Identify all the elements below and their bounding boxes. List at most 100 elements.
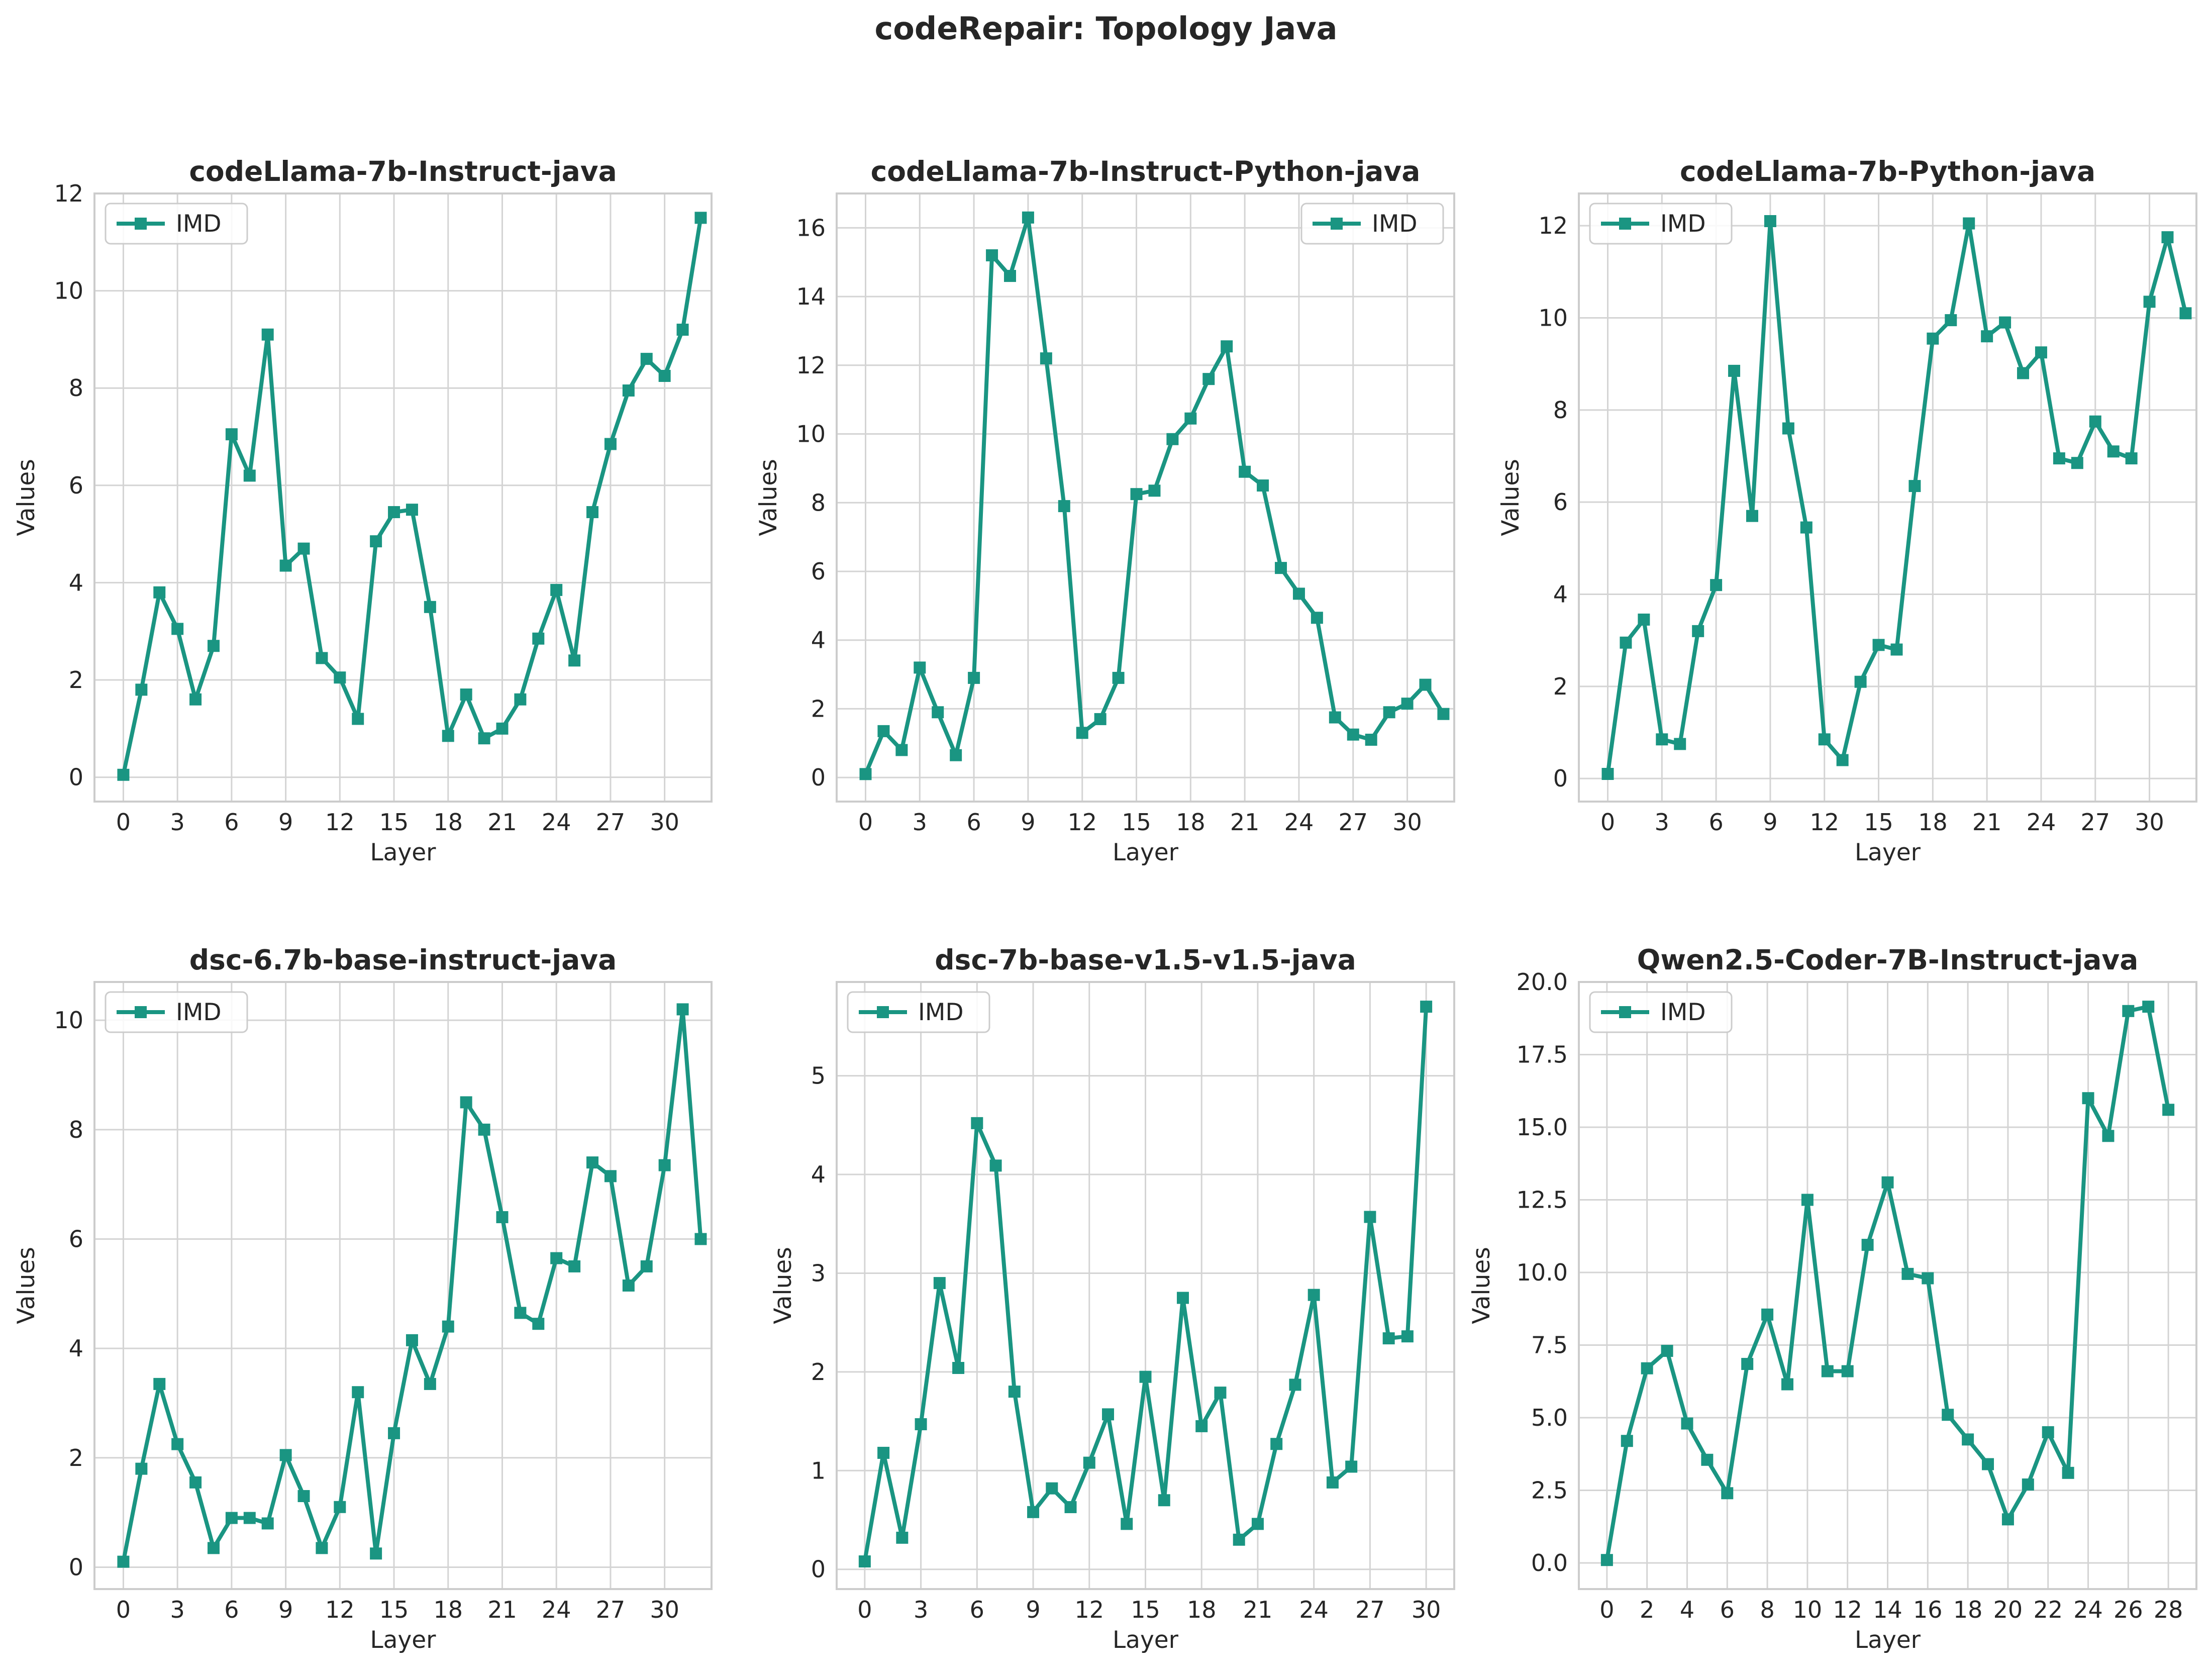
x-tick-label: 15 xyxy=(1131,1596,1160,1623)
x-tick-label: 18 xyxy=(1187,1596,1217,1623)
x-tick-label: 9 xyxy=(1021,809,1035,836)
x-tick-label: 9 xyxy=(278,809,293,836)
x-tick-label: 3 xyxy=(1655,809,1669,836)
data-point xyxy=(1083,1456,1095,1469)
x-tick-label: 22 xyxy=(2033,1596,2063,1623)
data-point xyxy=(1148,484,1161,497)
legend-label: IMD xyxy=(1660,210,1706,238)
data-point xyxy=(859,768,872,780)
data-point xyxy=(1945,314,1957,327)
data-point xyxy=(2089,415,2101,428)
data-point xyxy=(2035,346,2047,359)
axes-frame xyxy=(836,192,1455,803)
data-point xyxy=(532,632,545,645)
data-point xyxy=(1761,1308,1774,1321)
data-point xyxy=(1962,1433,1974,1446)
data-point xyxy=(586,506,599,519)
x-tick-label: 0 xyxy=(857,1596,872,1623)
x-tick-label: 24 xyxy=(2027,809,2056,836)
x-tick-label: 18 xyxy=(1953,1596,1983,1623)
data-point xyxy=(989,1159,1002,1172)
y-tick-label: 7.5 xyxy=(1531,1331,1568,1358)
data-point xyxy=(334,1501,346,1513)
data-point xyxy=(1233,1533,1245,1546)
data-point xyxy=(1158,1494,1170,1507)
data-point xyxy=(1836,754,1849,766)
data-point xyxy=(2071,457,2083,469)
data-point xyxy=(1239,465,1251,478)
data-point xyxy=(622,1279,635,1292)
data-point xyxy=(895,744,908,756)
x-tick-label: 12 xyxy=(325,1596,355,1623)
x-axis-label: Layer xyxy=(370,839,436,866)
data-point xyxy=(568,654,581,667)
data-point xyxy=(1999,316,2012,329)
x-tick-label: 28 xyxy=(2154,1596,2183,1623)
y-tick-label: 4 xyxy=(811,627,826,654)
data-point xyxy=(1908,480,1921,492)
x-tick-label: 18 xyxy=(1918,809,1948,836)
data-point xyxy=(1329,711,1341,724)
data-point xyxy=(1382,1332,1395,1345)
x-tick-label: 27 xyxy=(2080,809,2110,836)
legend-box xyxy=(1589,991,1733,1033)
data-point xyxy=(1781,1378,1793,1391)
data-point xyxy=(1621,1435,1633,1447)
data-point xyxy=(424,601,436,613)
data-point xyxy=(1221,340,1233,353)
y-tick-label: 12.5 xyxy=(1517,1186,1568,1213)
data-point xyxy=(1289,1378,1301,1391)
y-tick-label: 0 xyxy=(69,1553,83,1581)
axes-frame xyxy=(93,981,713,1590)
subplot-grid: 0 3 6 9 12 15 18 21 24 27 30024681012LayerValuesco… xyxy=(13,155,2197,1654)
x-tick-label: 27 xyxy=(596,809,626,836)
data-point xyxy=(1257,479,1269,492)
data-point xyxy=(1620,636,1632,649)
y-tick-label: 5 xyxy=(811,1062,826,1090)
data-point xyxy=(207,640,220,652)
x-tick-label: 12 xyxy=(325,809,355,836)
data-point xyxy=(1901,1267,1914,1280)
x-tick-label: 18 xyxy=(1176,809,1205,836)
data-point xyxy=(1130,488,1143,501)
data-point xyxy=(189,693,202,706)
subplot-title: Qwen2.5-Coder-7B-Instruct-java xyxy=(1637,944,2139,976)
y-tick-label: 0 xyxy=(811,764,826,791)
x-tick-label: 21 xyxy=(487,1596,517,1623)
y-tick-label: 0 xyxy=(69,764,83,791)
x-tick-label: 12 xyxy=(1067,809,1097,836)
y-axis-label: Values xyxy=(769,1247,797,1324)
data-point xyxy=(424,1377,436,1390)
y-tick-label: 17.5 xyxy=(1517,1041,1568,1068)
data-point xyxy=(2053,452,2065,465)
data-point xyxy=(1040,352,1052,365)
series-line-imd xyxy=(1605,219,2188,776)
data-point xyxy=(640,353,653,365)
data-point xyxy=(1801,1194,1814,1206)
data-point xyxy=(1800,521,1813,534)
data-point xyxy=(1214,1387,1227,1399)
data-point xyxy=(877,1446,890,1459)
y-tick-label: 6 xyxy=(69,1225,83,1252)
data-point xyxy=(370,1547,382,1560)
x-tick-label: 15 xyxy=(1122,809,1151,836)
data-point xyxy=(406,1334,418,1346)
subplot-title: codeLlama-7b-Instruct-java xyxy=(189,155,617,187)
data-point xyxy=(694,212,707,224)
x-tick-label: 30 xyxy=(1392,809,1422,836)
data-point xyxy=(171,623,184,635)
legend-marker-swatch xyxy=(1331,218,1343,230)
data-point xyxy=(388,506,400,519)
data-point xyxy=(1601,768,1614,780)
x-tick-label: 14 xyxy=(1873,1596,1902,1623)
data-point xyxy=(568,1260,581,1272)
subplot-5: 0 3 6 9 12 15 18 21 24 27 30012345LayerValuesdsc-7… xyxy=(769,944,1455,1654)
data-point xyxy=(207,1542,220,1554)
legend-marker-swatch xyxy=(877,1006,889,1018)
data-point xyxy=(496,722,509,735)
subplot-title: codeLlama-7b-Instruct-Python-java xyxy=(871,155,1421,187)
data-point xyxy=(225,1512,238,1524)
subplot-title: dsc-6.7b-base-instruct-java xyxy=(189,944,617,976)
data-point xyxy=(1741,1358,1754,1370)
